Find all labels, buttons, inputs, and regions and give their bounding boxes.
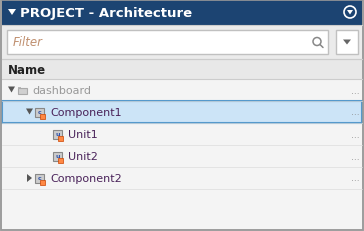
Text: c: c — [38, 109, 41, 115]
Text: ...: ... — [351, 86, 359, 95]
Bar — [2, 80, 362, 229]
Text: Unit1: Unit1 — [68, 129, 98, 139]
Text: c: c — [38, 175, 41, 180]
Text: dashboard: dashboard — [32, 86, 91, 96]
Polygon shape — [343, 40, 351, 45]
Polygon shape — [8, 10, 16, 16]
Bar — [336, 31, 358, 55]
Text: Name: Name — [8, 63, 46, 76]
Bar — [35, 109, 44, 117]
Bar — [53, 152, 62, 161]
Text: Unit2: Unit2 — [68, 151, 98, 161]
Polygon shape — [347, 11, 353, 15]
Bar — [17, 89, 27, 95]
Bar — [53, 130, 62, 139]
Bar — [40, 180, 46, 185]
Circle shape — [344, 7, 356, 19]
Bar — [59, 136, 63, 141]
Text: Component1: Component1 — [50, 108, 122, 118]
Text: ...: ... — [351, 130, 359, 139]
Text: ...: ... — [351, 108, 359, 117]
Polygon shape — [27, 174, 32, 182]
Bar — [35, 174, 44, 183]
Text: u: u — [55, 153, 60, 158]
Text: u: u — [55, 131, 60, 137]
Bar — [2, 0, 362, 26]
Text: Filter: Filter — [13, 36, 43, 49]
Bar — [2, 102, 362, 123]
Text: Component2: Component2 — [50, 173, 122, 183]
Bar — [7, 31, 328, 55]
Text: PROJECT - Architecture: PROJECT - Architecture — [20, 6, 192, 19]
Polygon shape — [26, 109, 33, 115]
Bar — [40, 114, 46, 119]
Text: ...: ... — [351, 174, 359, 183]
Polygon shape — [8, 87, 15, 93]
Bar — [59, 158, 63, 163]
Bar — [17, 88, 21, 89]
Bar — [2, 60, 362, 80]
Bar — [2, 26, 362, 60]
Text: ...: ... — [351, 152, 359, 161]
